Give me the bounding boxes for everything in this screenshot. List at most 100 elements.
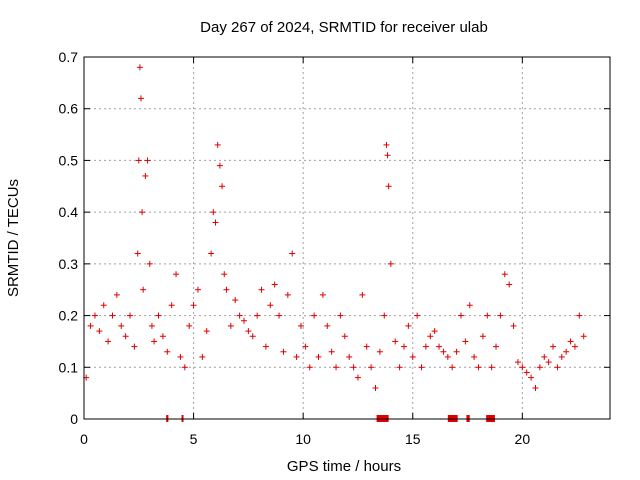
axis-ticks (83, 56, 610, 420)
data-point (134, 250, 141, 257)
data-point (113, 291, 120, 298)
data-point (501, 271, 508, 278)
y-tick-label: 0.5 (59, 152, 79, 168)
data-point (385, 183, 392, 190)
data-point (258, 286, 265, 293)
data-point (558, 353, 565, 360)
x-tick-label: 20 (515, 431, 531, 447)
plot-frame (83, 56, 611, 420)
data-point (142, 172, 149, 179)
data-point (324, 322, 331, 329)
data-point (400, 343, 407, 350)
y-tick-label: 0.3 (59, 256, 79, 272)
data-point (368, 364, 375, 371)
data-point (280, 348, 287, 355)
data-point (135, 157, 142, 164)
data-point (384, 152, 391, 159)
x-axis-label: GPS time / hours (287, 458, 401, 475)
data-point (131, 343, 138, 350)
data-point (523, 369, 530, 376)
chart-title: Day 267 of 2024, SRMTID for receiver ula… (200, 19, 488, 36)
data-point (297, 322, 304, 329)
data-point (164, 348, 171, 355)
data-point (328, 348, 335, 355)
data-point (488, 364, 495, 371)
data-point (271, 281, 278, 288)
data-point (177, 353, 184, 360)
y-tick-label: 0.2 (59, 308, 79, 324)
data-point (140, 286, 147, 293)
data-point (493, 343, 500, 350)
data-point (227, 322, 234, 329)
data-point (563, 348, 570, 355)
data-point (462, 338, 469, 345)
data-point (91, 312, 98, 319)
data-point (359, 291, 366, 298)
data-point (148, 322, 155, 329)
data-point (96, 328, 103, 335)
data-point (475, 364, 482, 371)
data-point (514, 359, 521, 366)
data-point (431, 328, 438, 335)
data-point (471, 353, 478, 360)
data-point (302, 343, 309, 350)
data-point (440, 348, 447, 355)
data-point (216, 162, 223, 169)
data-point (396, 364, 403, 371)
data-point (144, 157, 151, 164)
data-point (289, 250, 296, 257)
data-point (249, 333, 256, 340)
data-point (186, 322, 193, 329)
y-axis-label: SRMTID / TECUs (5, 179, 22, 297)
data-point (545, 359, 552, 366)
data-point (392, 338, 399, 345)
data-point (219, 183, 226, 190)
y-tick-label: 0.6 (59, 101, 79, 117)
y-tick-label: 0.4 (59, 204, 79, 220)
data-point (427, 333, 434, 340)
data-point (136, 64, 143, 71)
data-point (409, 353, 416, 360)
data-point (571, 343, 578, 350)
data-point (306, 364, 313, 371)
x-tick-labels: 0 5 10 15 20 (80, 431, 530, 447)
data-point (127, 312, 134, 319)
data-point (453, 348, 460, 355)
data-point (190, 302, 197, 309)
data-point (479, 333, 486, 340)
y-tick-labels: 0 0.1 0.2 0.3 0.4 0.5 0.6 0.7 (59, 49, 79, 427)
data-point (212, 219, 219, 226)
data-point (194, 286, 201, 293)
data-point (576, 312, 583, 319)
data-point (414, 312, 421, 319)
data-point (155, 312, 162, 319)
data-point (550, 343, 557, 350)
data-point (151, 338, 158, 345)
data-point (580, 333, 587, 340)
data-points (83, 64, 587, 391)
data-point (418, 364, 425, 371)
data-point (541, 353, 548, 360)
data-point (181, 364, 188, 371)
data-point (109, 312, 116, 319)
y-tick-label: 0.7 (59, 49, 79, 65)
data-point (276, 312, 283, 319)
x-tick-label: 0 (80, 431, 88, 447)
data-point (232, 297, 239, 304)
data-point (221, 271, 228, 278)
grid-lines (84, 57, 610, 419)
data-point (554, 364, 561, 371)
data-point (532, 384, 539, 391)
data-point (208, 250, 215, 257)
data-point (245, 328, 252, 335)
data-point (528, 374, 535, 381)
data-point (293, 353, 300, 360)
data-point (137, 95, 144, 102)
data-point (350, 364, 357, 371)
data-point (449, 364, 456, 371)
data-point (536, 364, 543, 371)
x-tick-label: 5 (190, 431, 198, 447)
data-point (376, 348, 383, 355)
data-point (444, 353, 451, 360)
